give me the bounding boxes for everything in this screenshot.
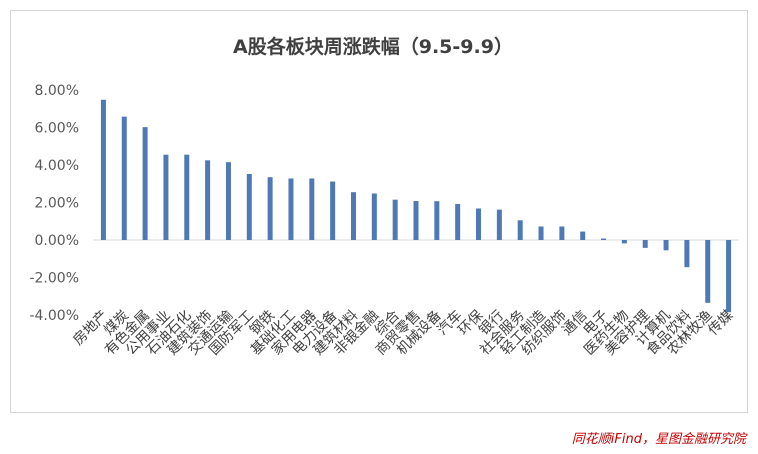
- bar: [371, 193, 377, 240]
- bar: [330, 181, 336, 240]
- bar: [392, 199, 398, 240]
- bar: [163, 154, 169, 240]
- bar: [642, 240, 648, 248]
- bar: [538, 226, 544, 240]
- bar: [288, 178, 294, 240]
- bar-chart: A股各板块周涨跌幅（9.5-9.9） 8.00% 6.00% 4.00% 2.00% 0…: [29, 35, 739, 359]
- bar: [705, 240, 711, 303]
- chart-frame: A股各板块周涨跌幅（9.5-9.9） 8.00% 6.00% 4.00% 2.00% 0…: [10, 10, 748, 413]
- bar: [580, 231, 586, 240]
- x-axis-labels: 房地产煤炭有色金属公用事业石油石化建筑装饰交通运输国防军工钢铁基础化工家用电器电…: [70, 307, 736, 359]
- bar: [413, 201, 419, 240]
- bar: [434, 201, 440, 240]
- bar: [455, 204, 461, 240]
- y-tick-label: 6.00%: [35, 121, 79, 137]
- y-axis-ticks: 8.00% 6.00% 4.00% 2.00% 0.00% -2.00% -4.00%: [29, 83, 79, 324]
- bar: [267, 177, 273, 240]
- bar: [121, 116, 127, 240]
- bar: [621, 240, 627, 244]
- bar: [350, 192, 356, 240]
- bar: [246, 174, 252, 240]
- bar: [225, 162, 231, 240]
- y-tick-label: 8.00%: [35, 83, 79, 99]
- x-tick-label: 传媒: [705, 308, 736, 339]
- bar: [100, 99, 106, 240]
- bar: [684, 240, 690, 268]
- bar: [517, 220, 523, 240]
- bar: [205, 160, 211, 240]
- bar: [476, 208, 482, 240]
- bar: [309, 178, 315, 240]
- bar: [663, 240, 669, 251]
- bar: [601, 238, 607, 240]
- bar: [726, 240, 732, 313]
- bar: [184, 154, 190, 240]
- y-tick-label: -4.00%: [29, 308, 79, 324]
- bar: [142, 127, 148, 240]
- source-note: 同花顺iFind，星图金融研究院: [571, 432, 746, 447]
- bars: [100, 99, 732, 313]
- y-tick-label: -2.00%: [29, 271, 79, 287]
- y-tick-label: 0.00%: [35, 233, 79, 249]
- y-tick-label: 4.00%: [35, 158, 79, 174]
- bar: [559, 226, 565, 240]
- y-tick-label: 2.00%: [35, 196, 79, 212]
- chart-title: A股各板块周涨跌幅（9.5-9.9）: [233, 35, 513, 58]
- bar: [496, 209, 502, 240]
